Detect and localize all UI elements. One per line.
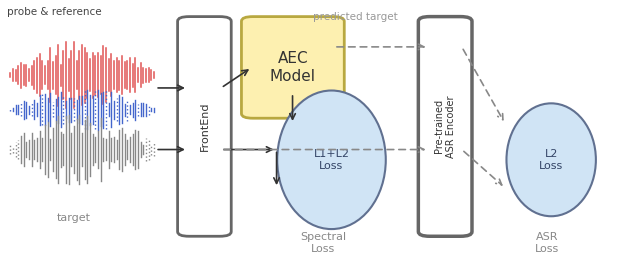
Text: AEC
Model: AEC Model [270, 51, 316, 84]
Ellipse shape [506, 103, 596, 216]
Text: ASR
Loss: ASR Loss [534, 232, 559, 254]
Text: predicted target: predicted target [313, 12, 397, 22]
FancyBboxPatch shape [241, 17, 344, 118]
Text: L2
Loss: L2 Loss [539, 149, 563, 171]
Text: FrontEnd: FrontEnd [200, 102, 209, 151]
Text: L1+L2
Loss: L1+L2 Loss [314, 149, 349, 171]
Ellipse shape [277, 91, 386, 229]
FancyBboxPatch shape [419, 17, 472, 236]
FancyBboxPatch shape [177, 17, 231, 236]
Text: probe & reference: probe & reference [7, 7, 102, 17]
Text: Pre-trained
ASR Encoder: Pre-trained ASR Encoder [435, 95, 456, 158]
Text: target: target [57, 213, 91, 223]
Text: Spectral
Loss: Spectral Loss [300, 232, 346, 254]
